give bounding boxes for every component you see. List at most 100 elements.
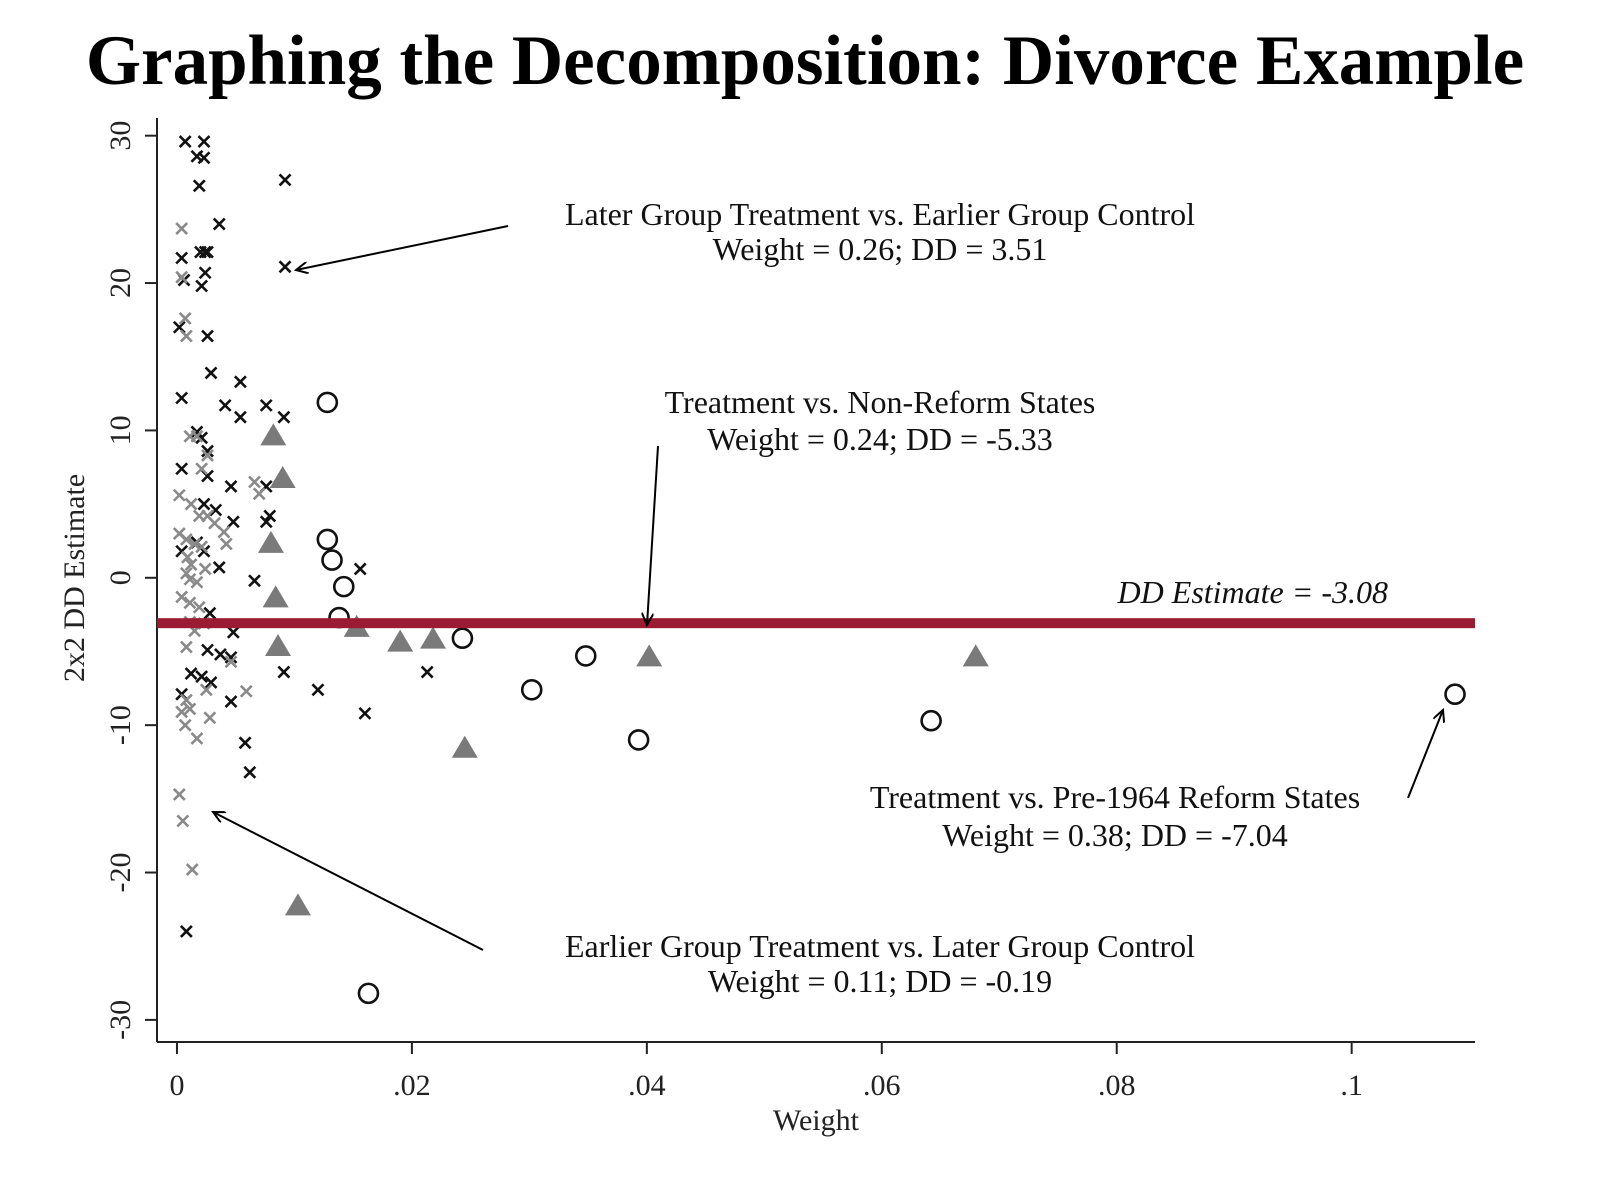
x-tick-label: .08: [1098, 1069, 1136, 1102]
y-axis-ticks: -30 -20 -10 0 10 20 30: [104, 121, 157, 1040]
y-tick-label: 20: [104, 268, 137, 298]
x-marker-dark: [175, 251, 189, 265]
x-marker-light: [195, 462, 209, 476]
x-marker-dark: [243, 765, 257, 779]
x-marker-dark: [278, 260, 292, 274]
x-marker-dark: [201, 329, 214, 343]
annotation-arrow: [1407, 710, 1443, 799]
x-marker-light: [224, 655, 238, 669]
annotation-arrow: [296, 225, 509, 270]
x-marker-light: [190, 575, 204, 589]
x-marker-light: [179, 566, 193, 580]
x-marker-light: [183, 596, 197, 610]
triangle-marker: [262, 585, 289, 608]
x-marker-dark: [420, 665, 434, 679]
y-tick-label: -10: [104, 705, 137, 745]
x-marker-dark: [195, 670, 209, 683]
x-marker-light: [175, 590, 189, 604]
x-marker-dark: [201, 643, 214, 657]
circle-marker: [920, 709, 942, 732]
x-marker-dark: [204, 366, 218, 380]
x-marker-light: [172, 488, 186, 502]
x-marker-light: [198, 562, 212, 576]
triangle-marker: [451, 735, 478, 758]
y-tick-label: 0: [104, 570, 137, 585]
x-tick-label: .1: [1340, 1069, 1363, 1102]
annotation-line-2: Weight = 0.38; DD = -7.04: [942, 817, 1287, 853]
annotation-arrow: [213, 812, 484, 951]
annotation-arrow: [647, 445, 659, 625]
x-marker-light: [192, 600, 206, 614]
triangle-marker: [260, 423, 287, 446]
x-marker-light: [190, 732, 204, 745]
x-marker-light: [199, 683, 213, 697]
x-tick-label: .02: [393, 1069, 431, 1102]
x-marker-light: [219, 537, 233, 551]
x-marker-light: [188, 537, 202, 551]
triangle-marker: [284, 893, 311, 916]
y-tick-label: -30: [104, 1000, 137, 1040]
triangle-marker: [962, 644, 989, 667]
circle-marker: [627, 729, 650, 751]
x-marker-light: [178, 718, 192, 732]
x-marker-dark: [277, 665, 291, 679]
x-marker-light: [179, 693, 193, 707]
x-marker-light: [172, 788, 186, 801]
circle-marker: [357, 982, 380, 1005]
circle-marker: [574, 645, 597, 667]
x-marker-dark: [175, 391, 189, 405]
x-marker-light: [203, 711, 217, 725]
x-marker-dark: [353, 562, 367, 576]
x-marker-light: [175, 222, 189, 235]
circle-marker: [316, 528, 339, 551]
triangle-marker: [387, 629, 414, 652]
annotation-line-2: Weight = 0.26; DD = 3.51: [713, 231, 1048, 267]
x-marker-dark: [259, 398, 273, 412]
annotation-later-vs-earlier: Later Group Treatment vs. Earlier Group …: [296, 196, 1195, 270]
x-marker-light: [179, 640, 193, 654]
annotation-line-1: Earlier Group Treatment vs. Later Group …: [565, 928, 1195, 964]
x-marker-light: [179, 329, 193, 343]
x-marker-light: [201, 449, 214, 462]
y-tick-label: 30: [104, 121, 137, 151]
x-marker-light: [190, 429, 204, 443]
circle-marker: [332, 575, 355, 598]
x-marker-dark: [278, 173, 292, 187]
x-marker-light: [184, 558, 198, 571]
x-marker-light: [179, 533, 193, 546]
plot-axes: [156, 118, 1475, 1043]
x-marker-dark: [226, 515, 240, 529]
annotation-earlier-vs-later: Earlier Group Treatment vs. Later Group …: [213, 812, 1195, 999]
x-marker-dark: [195, 279, 209, 293]
x-marker-light: [183, 702, 197, 716]
x-marker-dark: [175, 462, 189, 476]
x-marker-dark: [209, 503, 223, 517]
x-marker-light: [181, 550, 194, 564]
x-marker-dark: [218, 398, 232, 412]
x-marker-dark: [212, 217, 226, 231]
x-marker-dark: [224, 650, 238, 664]
triangle-marker: [269, 466, 296, 489]
x-marker-light: [248, 475, 261, 489]
x-axis-ticks: 0 .02 .04 .06 .08 .1: [169, 1042, 1363, 1102]
x-marker-dark: [197, 497, 211, 511]
x-marker-dark: [224, 480, 238, 493]
scatter-markers: [172, 135, 1466, 1005]
x-marker-dark: [198, 245, 212, 259]
triangle-marker: [636, 644, 663, 667]
x-marker-light: [239, 684, 253, 698]
x-marker-dark: [197, 151, 211, 165]
x-marker-dark: [203, 606, 217, 620]
x-marker-dark: [184, 667, 198, 680]
circle-marker: [321, 549, 343, 571]
x-tick-label: 0: [169, 1069, 184, 1102]
x-marker-dark: [201, 245, 214, 259]
x-marker-light: [183, 572, 197, 586]
x-marker-light: [176, 814, 190, 828]
annotation-pre-1964: Treatment vs. Pre-1964 Reform States Wei…: [870, 710, 1443, 853]
x-marker-dark: [311, 683, 325, 697]
circle-marker: [451, 627, 474, 650]
circle-marker: [520, 678, 543, 701]
x-marker-dark: [197, 135, 211, 148]
